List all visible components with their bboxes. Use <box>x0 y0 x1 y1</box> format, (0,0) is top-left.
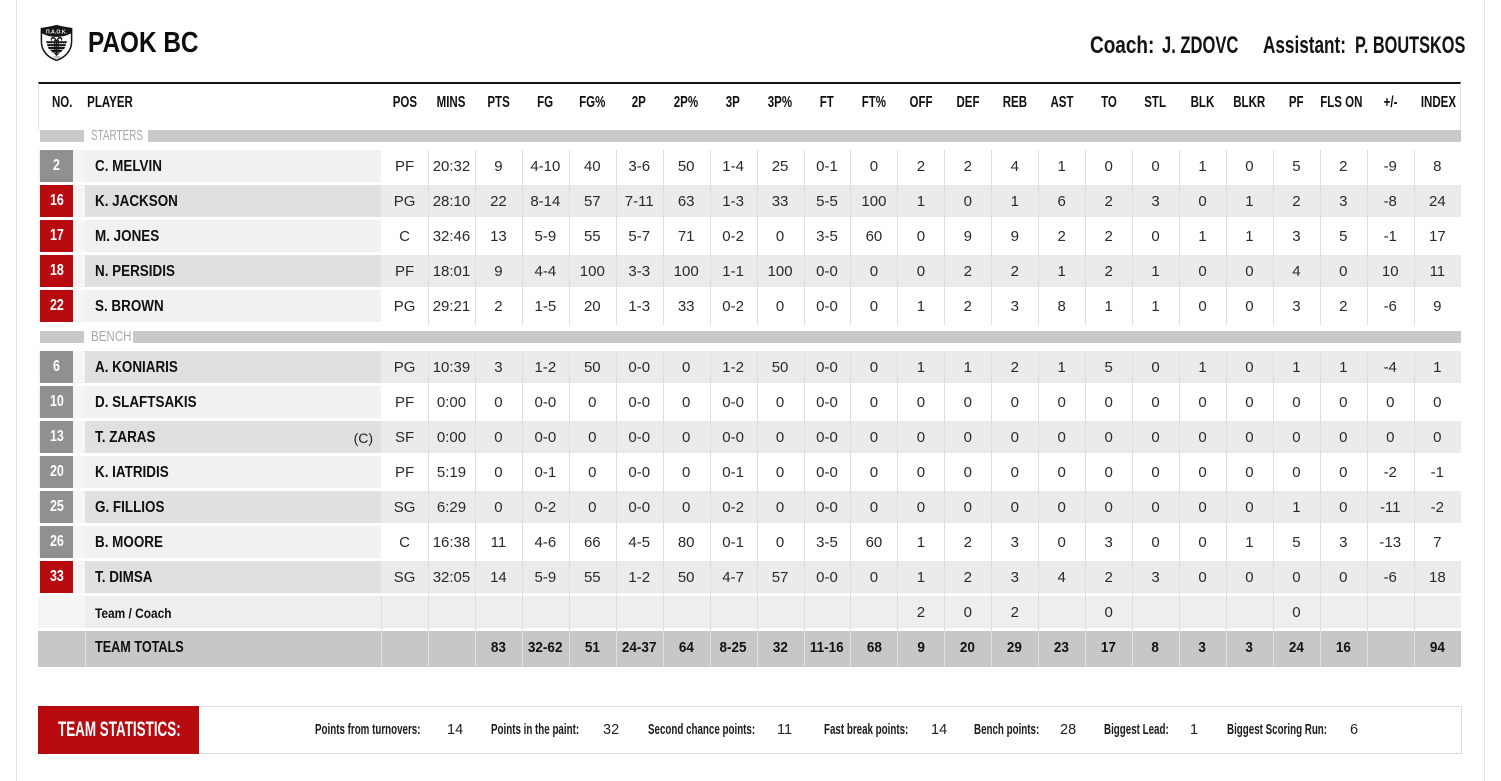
svg-text:1926: 1926 <box>53 56 60 60</box>
svg-text:Π.Α.Ο.Κ.: Π.Α.Ο.Κ. <box>46 30 68 36</box>
